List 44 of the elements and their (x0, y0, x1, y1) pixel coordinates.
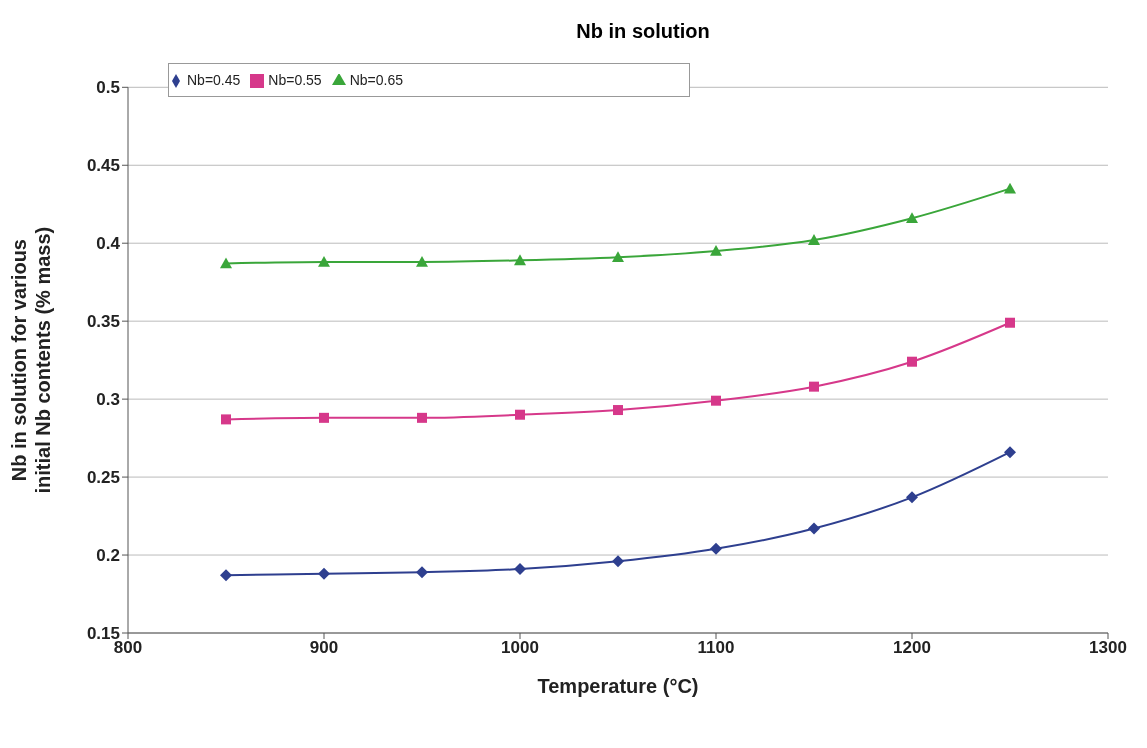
y-axis-title: Nb in solution for various initial Nb contents (% mass) (8, 226, 54, 494)
point (514, 563, 526, 576)
y-tick-label: 0.3 (96, 390, 120, 410)
point (221, 414, 231, 425)
x-axis-title: Temperature (°C) (537, 675, 699, 697)
point (417, 412, 427, 423)
legend-label: Nb=0.45 (187, 72, 241, 88)
x-tick-label: 1000 (501, 638, 539, 658)
point (515, 409, 525, 420)
point (612, 251, 624, 263)
y-tick-label: 0.45 (86, 156, 120, 176)
point (514, 254, 526, 266)
point (416, 566, 428, 579)
y-tick-label: 0.4 (96, 234, 121, 254)
point (612, 555, 624, 568)
legend-label: Nb=0.55 (268, 72, 322, 88)
point (906, 212, 918, 224)
point (907, 356, 917, 367)
legend-label: Nb=0.65 (349, 72, 403, 88)
x-tick-label: 900 (309, 638, 339, 658)
point (220, 569, 232, 582)
point (711, 395, 721, 406)
point (613, 405, 623, 416)
x-tick-label: 1100 (697, 638, 735, 658)
y-tick-label: 0.35 (86, 312, 120, 332)
chart-title: Nb in solution (575, 20, 711, 43)
point (1004, 446, 1016, 459)
point (710, 245, 722, 256)
point (220, 257, 232, 269)
y-tick-label: 0.25 (86, 468, 120, 488)
x-tick-label: 1300 (1089, 638, 1127, 658)
point (710, 542, 722, 555)
x-tick-label: 1200 (893, 638, 931, 658)
point (808, 522, 820, 535)
point (318, 255, 330, 267)
point (319, 412, 329, 423)
point (318, 567, 330, 580)
y-tick-label: 0.5 (96, 78, 120, 98)
point (416, 255, 428, 267)
point (809, 381, 819, 392)
point (808, 234, 820, 245)
point (1005, 317, 1015, 328)
point (906, 491, 918, 504)
y-tick-label: 0.2 (96, 546, 120, 566)
